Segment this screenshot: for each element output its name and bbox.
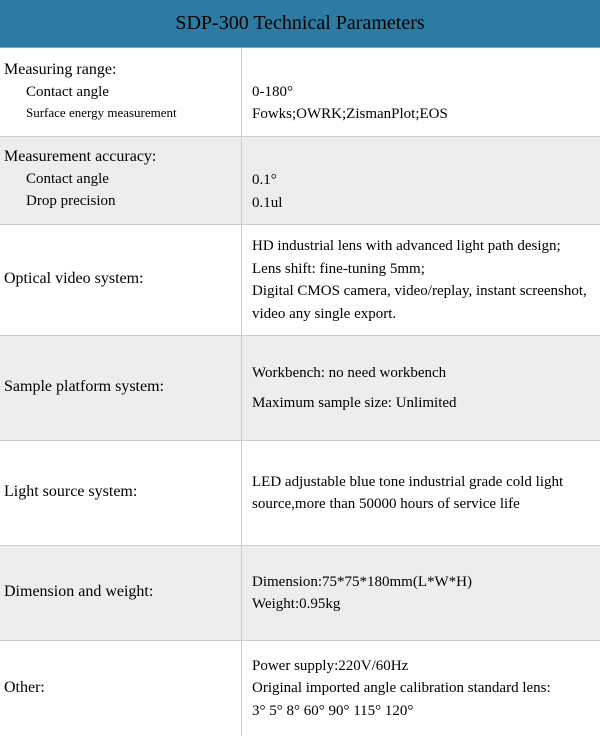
row-optical-video: Optical video system: HD industrial lens… xyxy=(0,225,600,336)
section-label: Other: xyxy=(4,679,235,697)
label-cell: Measurement accuracy: Contact angle Drop… xyxy=(0,137,242,225)
label-cell: Dimension and weight: xyxy=(0,546,242,640)
value-cell: 0.1° 0.1ul xyxy=(242,137,600,225)
row-sample-platform: Sample platform system: Workbench: no ne… xyxy=(0,336,600,441)
value-text: HD industrial lens with advanced light p… xyxy=(252,235,594,258)
sub-label: Contact angle xyxy=(4,81,235,104)
label-cell: Optical video system: xyxy=(0,225,242,335)
row-light-source: Light source system: LED adjustable blue… xyxy=(0,441,600,546)
section-label: Light source system: xyxy=(4,483,235,501)
spacer xyxy=(252,147,594,170)
label-cell: Sample platform system: xyxy=(0,336,242,440)
value-cell: HD industrial lens with advanced light p… xyxy=(242,225,600,335)
value-text: LED adjustable blue tone industrial grad… xyxy=(252,471,594,516)
row-measurement-accuracy: Measurement accuracy: Contact angle Drop… xyxy=(0,137,600,226)
label-cell: Light source system: xyxy=(0,441,242,545)
value-text: 0-180° xyxy=(252,81,594,104)
value-cell: Workbench: no need workbench Maximum sam… xyxy=(242,336,600,440)
value-text: Fowks;OWRK;ZismanPlot;EOS xyxy=(252,103,594,126)
value-text: Dimension:75*75*180mm(L*W*H) xyxy=(252,571,594,594)
value-cell: LED adjustable blue tone industrial grad… xyxy=(242,441,600,545)
value-text: 0.1° xyxy=(252,169,594,192)
value-text: Digital CMOS camera, video/replay, insta… xyxy=(252,280,594,325)
row-measuring-range: Measuring range: Contact angle Surface e… xyxy=(0,48,600,137)
section-label: Measuring range: xyxy=(4,61,235,79)
section-label: Dimension and weight: xyxy=(4,583,235,601)
value-text: 0.1ul xyxy=(252,192,594,215)
label-cell: Other: xyxy=(0,641,242,736)
value-text: 3° 5° 8° 60° 90° 115° 120° xyxy=(252,700,594,723)
value-text: Original imported angle calibration stan… xyxy=(252,677,594,700)
value-text: Weight:0.95kg xyxy=(252,593,594,616)
page-title: SDP-300 Technical Parameters xyxy=(0,0,600,48)
sub-label: Surface energy measurement xyxy=(4,103,235,123)
section-label: Sample platform system: xyxy=(4,378,235,396)
value-cell: 0-180° Fowks;OWRK;ZismanPlot;EOS xyxy=(242,48,600,136)
sub-label: Drop precision xyxy=(4,190,235,213)
sub-label: Contact angle xyxy=(4,168,235,191)
value-text: Power supply:220V/60Hz xyxy=(252,655,594,678)
spacer xyxy=(252,58,594,81)
row-other: Other: Power supply:220V/60Hz Original i… xyxy=(0,641,600,736)
label-cell: Measuring range: Contact angle Surface e… xyxy=(0,48,242,136)
value-text: Workbench: no need workbench xyxy=(252,362,594,385)
value-text: Lens shift: fine-tuning 5mm; xyxy=(252,258,594,281)
section-label: Measurement accuracy: xyxy=(4,148,235,166)
value-text: Maximum sample size: Unlimited xyxy=(252,392,594,415)
row-dimension-weight: Dimension and weight: Dimension:75*75*18… xyxy=(0,546,600,641)
section-label: Optical video system: xyxy=(4,270,235,288)
value-cell: Dimension:75*75*180mm(L*W*H) Weight:0.95… xyxy=(242,546,600,640)
value-cell: Power supply:220V/60Hz Original imported… xyxy=(242,641,600,736)
